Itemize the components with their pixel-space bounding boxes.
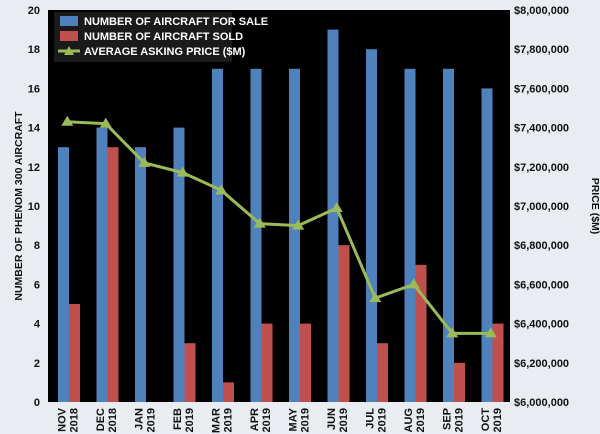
price-point xyxy=(215,184,228,195)
y-tick-label: 18 xyxy=(28,44,40,56)
x-tick-label: OCT2019 xyxy=(480,408,504,433)
bar-sold xyxy=(69,304,80,402)
price-point xyxy=(61,115,74,126)
x-tick-label: AUG2019 xyxy=(403,408,427,432)
bar-for-sale xyxy=(404,68,416,403)
price-point xyxy=(138,156,151,167)
x-tick-label: SEP2019 xyxy=(441,408,465,432)
bar-for-sale xyxy=(327,29,339,402)
legend-label-sold: NUMBER OF AIRCRAFT SOLD xyxy=(84,31,243,43)
bar-for-sale xyxy=(443,68,454,403)
x-tick-label: JAN2019 xyxy=(133,408,157,433)
price-point xyxy=(369,292,382,303)
y-tick-label: 0 xyxy=(34,397,40,409)
bar-sold xyxy=(377,343,388,402)
y2-tick-label: $7,800,000 xyxy=(514,44,569,56)
y-tick-label: 4 xyxy=(34,319,41,331)
y2-tick-label: $7,000,000 xyxy=(514,201,569,213)
y-axis-title: NUMBER OF PHENOM 300 AIRCRAFT xyxy=(13,111,25,301)
legend-label-price: AVERAGE ASKING PRICE ($M) xyxy=(84,46,246,58)
x-tick-label: JUL2019 xyxy=(364,408,388,433)
bar-sold xyxy=(415,264,427,402)
price-point xyxy=(407,278,420,289)
bar-for-sale xyxy=(212,68,223,403)
bar-for-sale xyxy=(289,68,300,403)
bar-sold xyxy=(492,323,504,402)
y2-axis-title: PRICE ($M) xyxy=(589,178,600,235)
price-point xyxy=(330,201,343,212)
y2-tick-label: $8,000,000 xyxy=(514,5,569,17)
plot-area xyxy=(48,10,510,402)
y2-tick-label: $7,200,000 xyxy=(514,162,569,174)
y2-tick-label: $6,600,000 xyxy=(514,279,569,291)
bar-sold xyxy=(338,245,350,402)
right-axis-ticks: $6,000,000 $6,200,000 $6,400,000 $6,600,000… xyxy=(514,5,569,409)
legend-swatch-sold xyxy=(60,31,78,41)
price-point xyxy=(292,219,305,230)
bar-for-sale xyxy=(58,147,69,402)
legend-swatch-price-marker xyxy=(64,46,74,55)
y2-tick-label: $6,200,000 xyxy=(514,358,569,370)
bar-sold xyxy=(223,382,234,402)
x-tick-label: JUN2019 xyxy=(326,408,350,433)
bar-sold xyxy=(107,147,119,402)
bar-sold xyxy=(454,362,465,402)
price-point xyxy=(176,166,189,177)
y2-tick-label: $6,800,000 xyxy=(514,240,569,252)
y-tick-label: 14 xyxy=(28,123,41,135)
bar-for-sale xyxy=(135,147,146,402)
x-tick-label: MAY2019 xyxy=(287,407,311,432)
x-axis-ticks: NOV2018 DEC2018 JAN2019 FEB2019 MAR2019 APR20… xyxy=(56,407,504,433)
price-point xyxy=(99,117,112,128)
y2-tick-label: $6,400,000 xyxy=(514,319,569,331)
y-tick-label: 12 xyxy=(28,162,40,174)
x-tick-label: FEB2019 xyxy=(172,408,196,433)
bar-sold xyxy=(184,343,196,402)
x-tick-label: DEC2018 xyxy=(95,408,119,433)
legend-box xyxy=(54,12,232,62)
y-tick-label: 6 xyxy=(34,279,40,291)
y2-tick-label: $7,600,000 xyxy=(514,83,569,95)
price-line-group xyxy=(61,115,497,338)
bar-sold xyxy=(300,323,311,402)
left-axis-ticks: 0 2 4 6 8 10 12 14 16 18 20 xyxy=(28,5,41,409)
y-tick-label: 2 xyxy=(34,358,40,370)
bar-for-sale xyxy=(250,68,262,403)
x-tick-label: NOV2018 xyxy=(56,407,80,432)
bar-for-sale xyxy=(366,49,377,402)
bar-for-sale xyxy=(96,127,108,402)
y-tick-label: 16 xyxy=(28,83,40,95)
price-point xyxy=(484,327,497,338)
bar-sold xyxy=(261,323,273,402)
x-tick-label: APR2019 xyxy=(249,408,273,433)
legend-label-for-sale: NUMBER OF AIRCRAFT FOR SALE xyxy=(84,16,268,28)
price-point xyxy=(253,217,266,228)
y-tick-label: 10 xyxy=(28,201,40,213)
price-point xyxy=(446,327,459,338)
bars-group xyxy=(58,29,504,403)
y-tick-label: 20 xyxy=(28,5,40,17)
y2-tick-label: $7,400,000 xyxy=(514,123,569,135)
y-tick-label: 8 xyxy=(34,240,40,252)
legend-swatch-for-sale xyxy=(60,16,78,26)
bar-for-sale xyxy=(173,127,185,402)
legend: NUMBER OF AIRCRAFT FOR SALE NUMBER OF AI… xyxy=(54,12,268,62)
bar-for-sale xyxy=(481,88,493,403)
price-line xyxy=(67,120,491,335)
x-tick-label: MAR2019 xyxy=(210,408,234,433)
y2-tick-label: $6,000,000 xyxy=(514,397,569,409)
